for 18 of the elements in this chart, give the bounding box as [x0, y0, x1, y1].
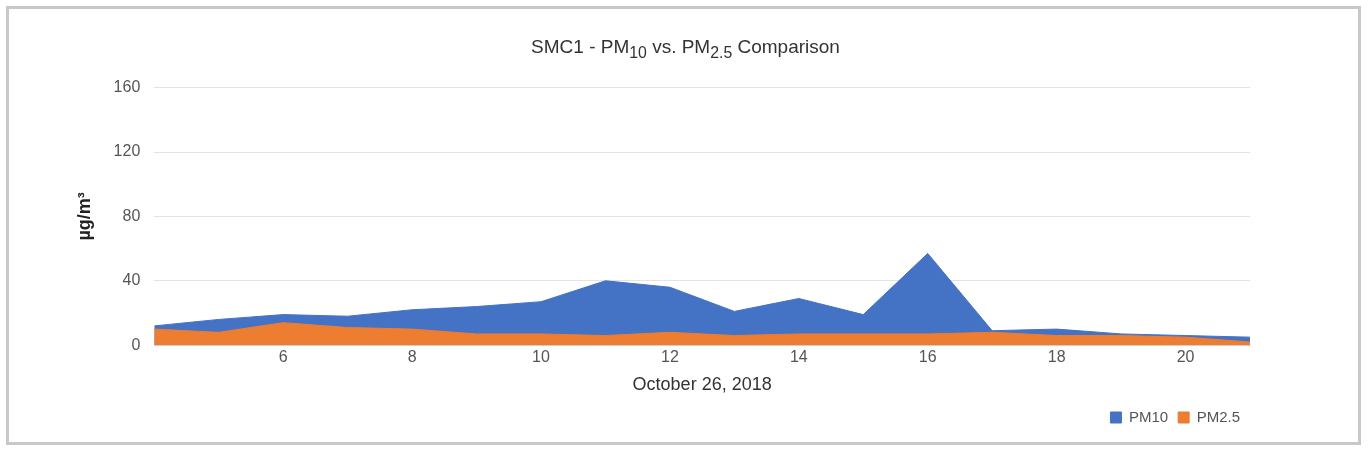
y-tick-label: 80 — [122, 206, 141, 224]
x-axis-title: October 26, 2018 — [632, 374, 772, 395]
x-tick-label: 10 — [532, 348, 551, 366]
legend-label: PM2.5 — [1196, 407, 1241, 425]
x-tick-label: 16 — [918, 348, 937, 366]
x-tick-label: 12 — [661, 348, 679, 366]
y-axis-title: µg/m³ — [73, 192, 94, 241]
legend-label: PM10 — [1128, 407, 1169, 425]
x-tick-label: 18 — [1047, 348, 1066, 366]
y-tick-label: 120 — [113, 142, 141, 160]
x-tick-label: 8 — [407, 348, 417, 366]
chart-title: SMC1 - PM$_{10}$ vs. PM$_{2.5}$ Comparison — [530, 36, 841, 62]
y-tick-label: 0 — [131, 335, 141, 353]
x-tick-label: 14 — [789, 348, 808, 366]
y-tick-label: 40 — [122, 271, 141, 289]
x-tick-label: 6 — [278, 348, 288, 366]
x-tick-label: 20 — [1176, 348, 1195, 366]
y-tick-label: 160 — [113, 78, 141, 96]
